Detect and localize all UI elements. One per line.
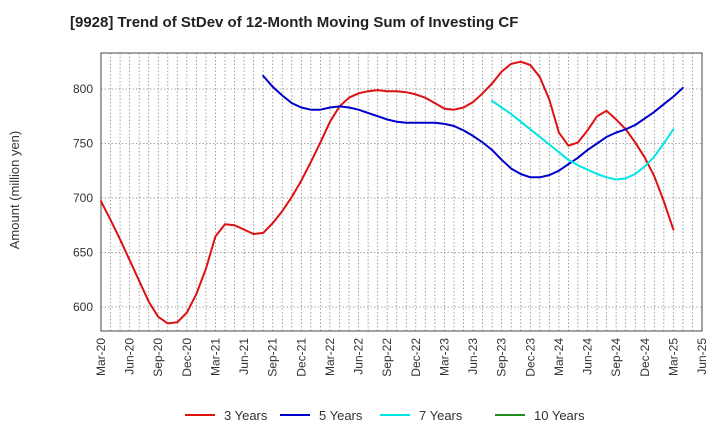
legend-label-10-years: 10 Years — [534, 408, 585, 423]
x-tick-label: Mar-23 — [437, 338, 451, 376]
y-tick-label: 650 — [73, 246, 93, 260]
x-tick-label: Sep-21 — [266, 338, 280, 377]
x-tick-label: Mar-22 — [323, 338, 337, 376]
x-tick-label: Jun-25 — [695, 338, 709, 375]
y-axis-label: Amount (million yen) — [7, 131, 22, 250]
x-tick-label: Sep-24 — [609, 338, 623, 377]
x-tick-label: Jun-21 — [237, 338, 251, 375]
legend-label-3-years: 3 Years — [224, 408, 268, 423]
x-tick-label: Mar-24 — [552, 338, 566, 376]
series-line-7-years — [491, 100, 675, 181]
x-tick-label: Jun-24 — [581, 338, 595, 375]
x-tick-label: Jun-22 — [352, 338, 366, 375]
y-axis-ticks: 600 650 700 750 800 — [73, 82, 93, 314]
x-tick-label: Jun-23 — [466, 338, 480, 375]
x-tick-label: Mar-21 — [208, 338, 222, 376]
series-line-3-years — [100, 60, 675, 325]
x-tick-label: Dec-20 — [180, 338, 194, 377]
y-tick-label: 600 — [73, 300, 93, 314]
x-tick-label: Dec-24 — [638, 338, 652, 377]
x-tick-label: Jun-20 — [123, 338, 137, 375]
plot-frame — [100, 52, 703, 332]
x-tick-label: Dec-22 — [409, 338, 423, 377]
y-tick-label: 750 — [73, 136, 93, 150]
x-tick-label: Dec-23 — [523, 338, 537, 377]
x-tick-label: Sep-23 — [495, 338, 509, 377]
y-tick-label: 700 — [73, 191, 93, 205]
x-tick-label: Mar-20 — [94, 338, 108, 376]
grid — [100, 53, 703, 331]
x-tick-label: Mar-25 — [666, 338, 680, 376]
x-tick-label: Dec-21 — [294, 338, 308, 377]
y-tick-label: 800 — [73, 82, 93, 96]
plot-area-border — [100, 52, 703, 332]
x-tick-label: Sep-22 — [380, 338, 394, 377]
legend-label-5-years: 5 Years — [319, 408, 363, 423]
series-lines — [100, 60, 684, 325]
series-line-5-years — [262, 74, 684, 179]
chart-title: [9928] Trend of StDev of 12-Month Moving… — [70, 14, 518, 31]
x-axis-ticks: Mar-20 Jun-20 Sep-20 Dec-20 Mar-21 Jun-21 Sep-… — [94, 338, 709, 377]
legend: 3 Years 5 Years 7 Years 10 Years — [185, 408, 585, 423]
x-tick-label: Sep-20 — [151, 338, 165, 377]
legend-label-7-years: 7 Years — [419, 408, 463, 423]
